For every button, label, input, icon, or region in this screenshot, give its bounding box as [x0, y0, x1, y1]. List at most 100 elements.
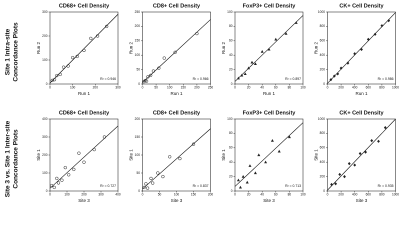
x-tick-label: 50: [154, 85, 158, 89]
x-tick-label: 100: [70, 85, 76, 89]
data-point: [240, 73, 244, 77]
x-axis-label: Run 1: [263, 91, 276, 96]
x-tick-label: 100: [300, 85, 306, 89]
y-tick-label: 1000: [318, 10, 325, 14]
y-tick-label: 0: [323, 82, 325, 86]
annotation: R² = 0.935: [378, 184, 394, 188]
data-point: [330, 182, 333, 187]
trend-line: [327, 118, 396, 191]
data-point: [61, 65, 66, 69]
data-point: [343, 175, 346, 179]
data-point: [144, 79, 149, 83]
y-tick-label: 200: [135, 117, 141, 121]
y-tick-label: 100: [135, 53, 141, 57]
data-point: [149, 73, 153, 78]
data-point: [55, 73, 59, 78]
data-point: [338, 172, 342, 177]
x-tick-label: 200: [338, 85, 344, 89]
data-point: [82, 160, 86, 164]
x-tick-label: 40: [260, 85, 264, 89]
x-tick-label: 100: [300, 192, 306, 196]
data-point: [241, 175, 245, 178]
chart-title: CK+ Cell Density: [339, 110, 384, 116]
data-point: [243, 72, 247, 76]
data-point: [247, 66, 251, 70]
y-tick-label: 150: [135, 135, 141, 139]
x-tick-label: 300: [98, 192, 104, 196]
data-point: [105, 24, 109, 29]
data-point: [329, 78, 333, 82]
x-tick-label: 100: [174, 192, 180, 196]
x-tick-label: 20: [247, 192, 251, 196]
y-tick-label: 600: [320, 146, 326, 150]
y-tick-label: 400: [320, 160, 326, 164]
data-point: [52, 185, 56, 190]
data-point: [58, 72, 62, 77]
plot-frame: [49, 11, 119, 85]
x-tick-label: 200: [208, 192, 214, 196]
y-axis-label: Site 1: [129, 149, 134, 161]
x-tick-label: 150: [191, 192, 197, 196]
x-tick-label: 800: [379, 192, 385, 196]
x-tick-label: 0: [234, 85, 236, 89]
y-tick-label: 200: [135, 24, 141, 28]
data-point: [56, 181, 61, 185]
y-tick-label: 200: [320, 67, 326, 71]
data-point: [284, 32, 288, 35]
x-tick-label: 0: [49, 192, 51, 196]
data-point: [95, 34, 100, 38]
data-point: [339, 66, 343, 70]
data-point: [270, 139, 274, 142]
trend-line: [49, 125, 119, 189]
x-tick-label: 80: [288, 85, 292, 89]
annotation: R² = 0.966: [193, 77, 209, 81]
data-point: [67, 173, 71, 177]
data-point: [360, 47, 363, 52]
data-point: [387, 19, 391, 23]
x-tick-label: 60: [274, 85, 278, 89]
data-point: [156, 171, 160, 175]
x-tick-label: 40: [260, 192, 264, 196]
data-point: [60, 178, 64, 182]
x-tick-label: 400: [115, 192, 121, 196]
x-tick-label: 200: [338, 192, 344, 196]
row-label: Site 3 vs. Site 1 Inter-site: [5, 120, 12, 197]
chart-title: FoxP3+ Cell Density: [243, 110, 297, 116]
chart-title: FoxP3+ Cell Density: [243, 3, 297, 9]
data-point: [55, 176, 59, 181]
data-point: [370, 139, 374, 143]
data-point: [145, 186, 150, 190]
data-point: [253, 62, 257, 65]
x-tick-label: 150: [181, 85, 187, 89]
x-tick-label: 0: [327, 192, 329, 196]
y-tick-label: 100: [227, 10, 233, 14]
x-axis-label: Site 3: [263, 198, 275, 203]
data-point: [149, 176, 153, 181]
data-point: [191, 142, 196, 146]
data-point: [366, 37, 370, 41]
plot-frame: [327, 11, 396, 85]
data-point: [383, 126, 387, 130]
y-tick-label: 80: [229, 24, 233, 28]
y-axis-label: Run 2: [221, 42, 226, 55]
x-tick-label: 600: [366, 85, 372, 89]
x-tick-label: 0: [327, 85, 329, 89]
data-point: [248, 164, 252, 167]
y-tick-label: 60: [229, 146, 233, 150]
y-tick-label: 300: [42, 10, 48, 14]
chart-title: CK+ Cell Density: [339, 3, 384, 9]
y-tick-label: 300: [42, 135, 48, 139]
plot-frame: [234, 11, 304, 85]
data-point: [253, 171, 257, 175]
x-tick-label: 200: [93, 85, 99, 89]
y-tick-label: 0: [231, 82, 233, 86]
x-axis-label: Site 3: [78, 198, 90, 203]
chart-title: CD68+ Cell Density: [59, 110, 110, 116]
trend-line: [142, 128, 211, 190]
data-point: [250, 60, 254, 64]
data-point: [151, 181, 155, 185]
data-point: [236, 178, 240, 182]
data-point: [72, 167, 76, 172]
y-tick-label: 600: [320, 39, 326, 43]
data-point: [332, 74, 336, 78]
